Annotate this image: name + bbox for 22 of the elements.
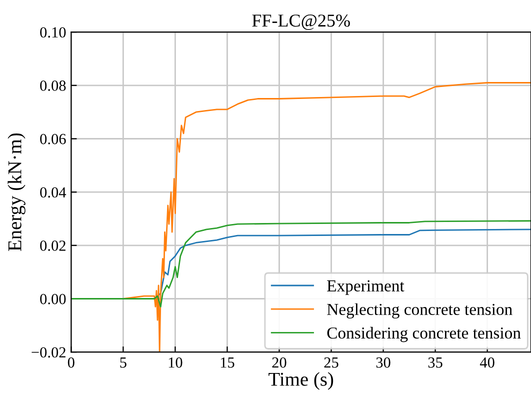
y-tick-label: 0.00: [40, 294, 66, 304]
legend-label: Experiment: [327, 280, 404, 295]
x-tick-label: 35: [428, 357, 442, 368]
x-tick-label: 0: [68, 357, 74, 368]
y-tick-label: 0.08: [40, 80, 66, 91]
y-axis-title: Energy (kN·m): [8, 133, 26, 252]
legend-label: Neglecting concrete tension: [327, 303, 512, 318]
y-tick-label: 0.06: [40, 134, 66, 144]
x-tick-label: 40: [480, 357, 494, 368]
x-tick-label: 30: [376, 357, 390, 368]
x-tick-label: 20: [272, 357, 286, 368]
chart-title: FF-LC@25%: [252, 14, 350, 30]
y-tick-label: 0.10: [40, 27, 66, 38]
x-tick-label: 15: [220, 357, 234, 368]
x-tick-label: 25: [324, 357, 338, 368]
x-tick-label: 10: [168, 357, 182, 368]
x-tick-label: 5: [120, 358, 126, 368]
y-tick-label: 0.04: [40, 187, 66, 198]
y-tick-label: 0.02: [40, 240, 66, 251]
x-axis-title: Time (s): [268, 372, 334, 390]
legend-label: Considering concrete tension: [327, 326, 521, 342]
y-tick-label: −0.02: [32, 347, 66, 358]
